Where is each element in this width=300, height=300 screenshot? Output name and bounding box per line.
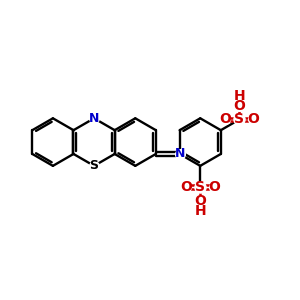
Text: N: N — [175, 148, 185, 160]
Text: H: H — [234, 89, 245, 103]
Text: S: S — [195, 180, 205, 194]
Text: S: S — [90, 159, 99, 172]
Text: S: S — [234, 112, 244, 127]
Text: O: O — [180, 180, 192, 194]
Text: O: O — [194, 194, 206, 208]
Text: O: O — [233, 99, 245, 112]
Text: O: O — [220, 112, 231, 127]
Text: O: O — [208, 180, 220, 194]
Text: H: H — [194, 204, 206, 218]
Text: O: O — [247, 112, 259, 127]
Text: N: N — [89, 112, 99, 125]
